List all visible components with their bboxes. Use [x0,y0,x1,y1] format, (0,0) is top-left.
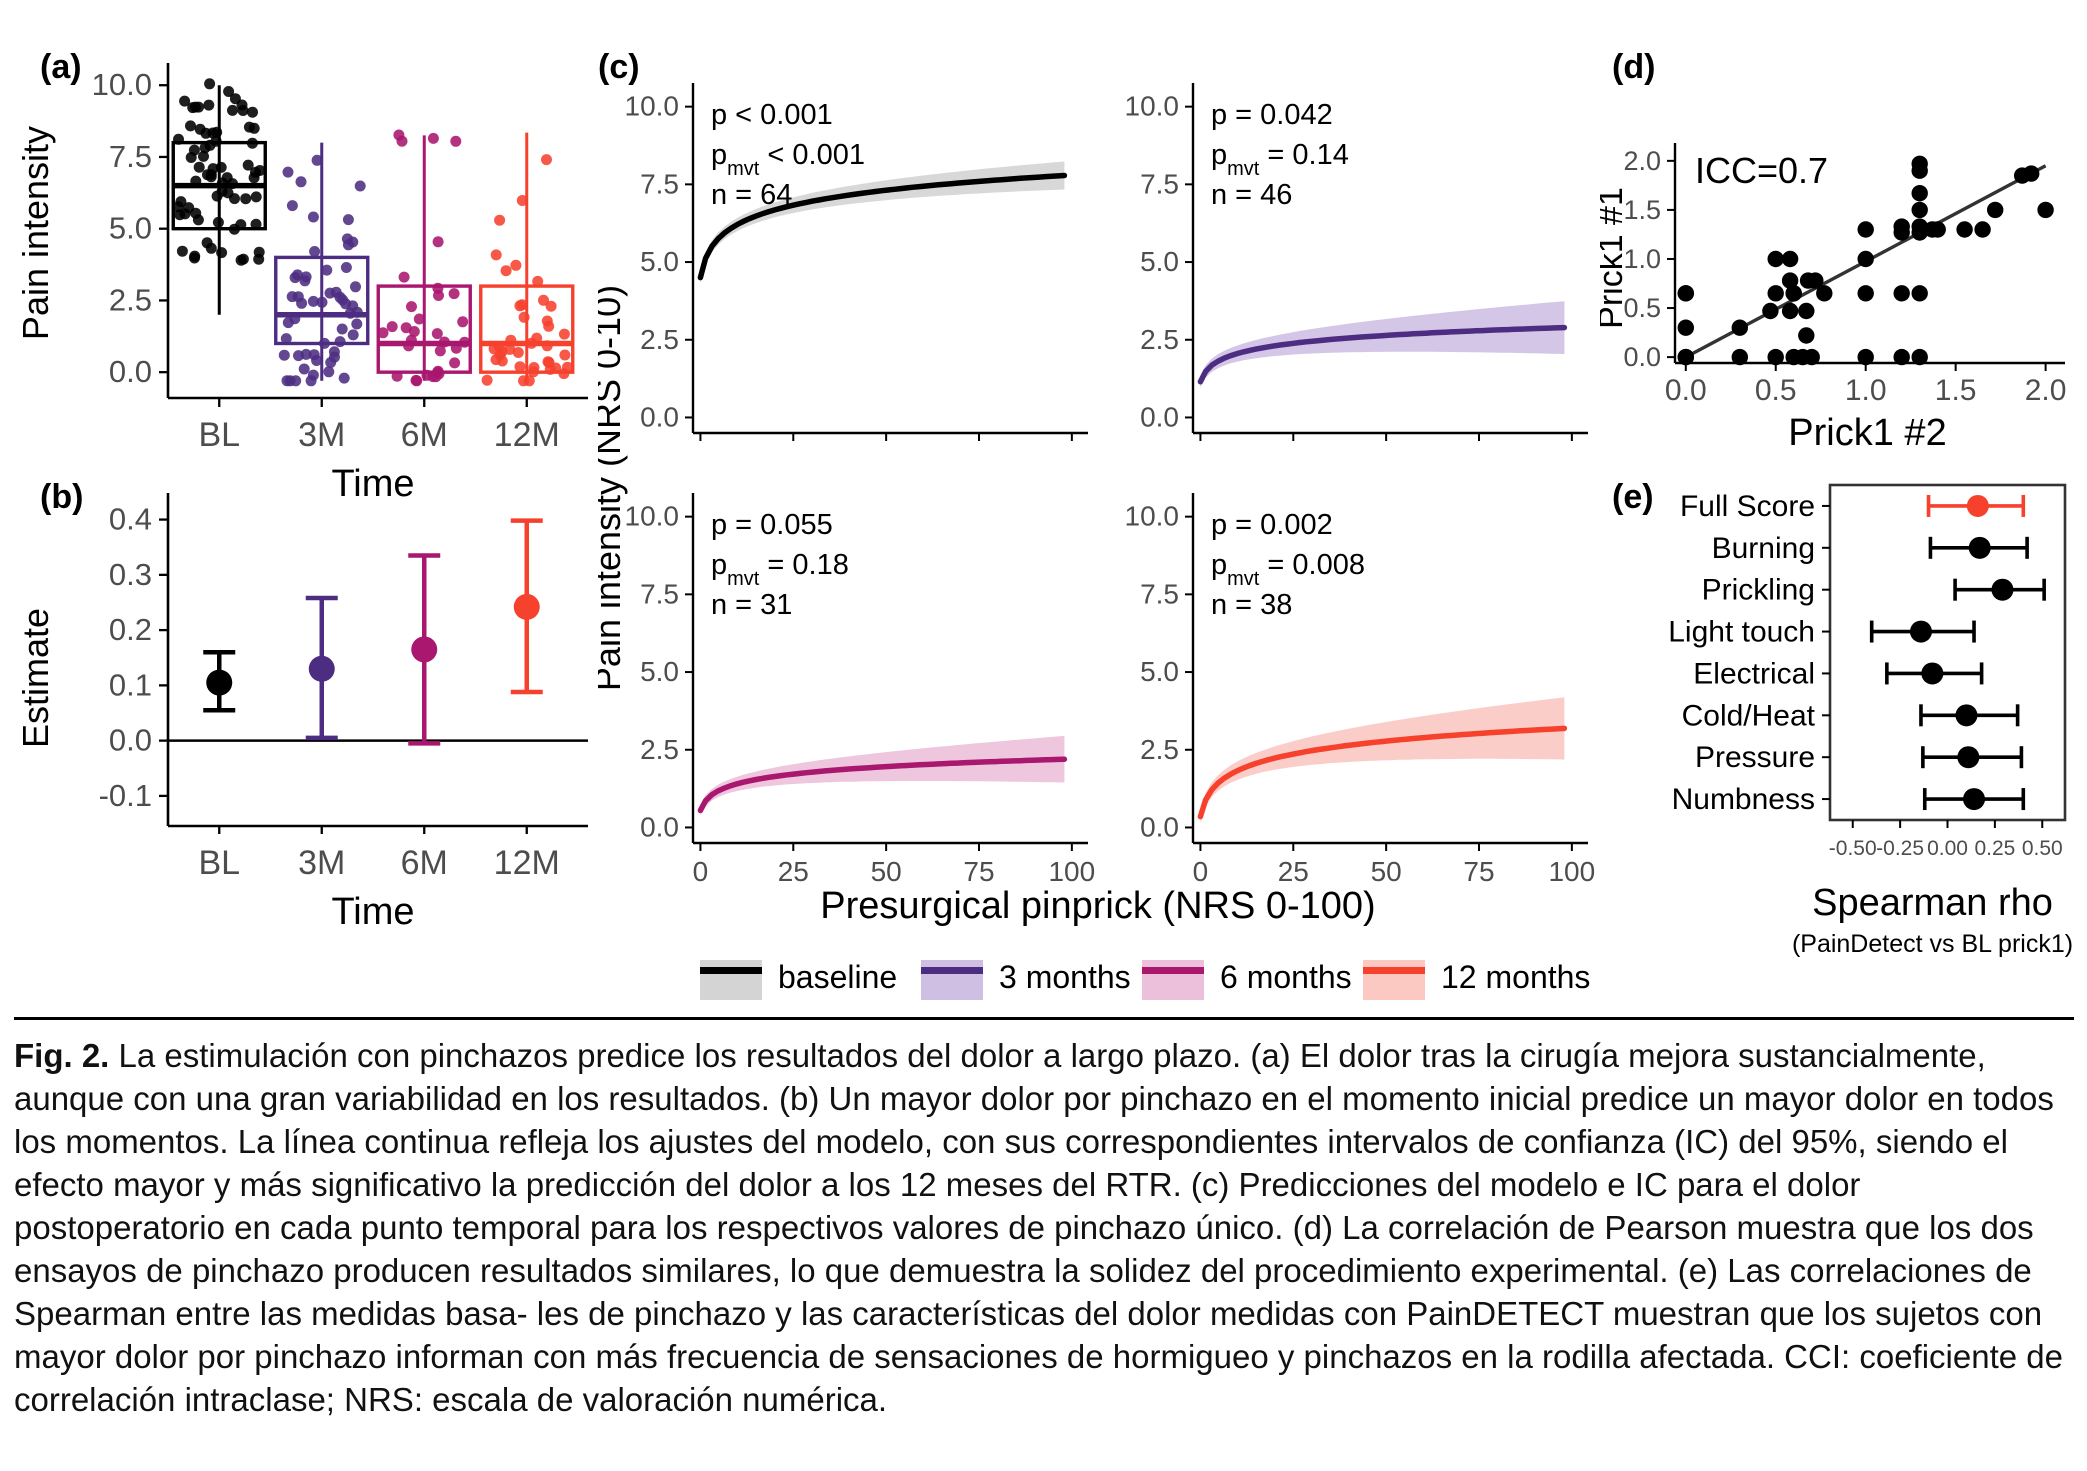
svg-text:Electrical: Electrical [1693,657,1815,690]
svg-text:10.0: 10.0 [625,501,680,532]
svg-text:Full Score: Full Score [1680,490,1815,523]
svg-text:BL: BL [198,416,240,454]
svg-text:5.0: 5.0 [1140,246,1179,277]
svg-text:Pain intensity (NRS 0-10): Pain intensity (NRS 0-10) [598,285,628,691]
svg-text:100: 100 [1048,856,1095,887]
svg-text:2.5: 2.5 [640,324,679,355]
svg-text:Prickling: Prickling [1702,574,1815,607]
svg-text:Time: Time [331,891,414,933]
svg-text:5.0: 5.0 [1140,656,1179,687]
svg-text:p = 0.042: p = 0.042 [1211,99,1333,131]
svg-text:1.0: 1.0 [1845,374,1887,407]
svg-text:Light touch: Light touch [1668,616,1815,649]
svg-text:0.0: 0.0 [1140,401,1179,432]
svg-text:0: 0 [1193,856,1209,887]
svg-text:75: 75 [1463,856,1494,887]
svg-text:2.0: 2.0 [2025,374,2067,407]
svg-text:p < 0.001: p < 0.001 [711,99,833,131]
svg-text:n = 64: n = 64 [711,179,792,211]
svg-text:p = 0.002: p = 0.002 [1211,509,1333,541]
svg-text:Pain intensity: Pain intensity [18,126,56,340]
svg-text:3M: 3M [298,844,345,882]
svg-text:100: 100 [1548,856,1595,887]
svg-text:pmvt = 0.008: pmvt = 0.008 [1211,549,1365,590]
svg-text:10.0: 10.0 [1125,501,1180,532]
svg-text:Estimate: Estimate [18,608,56,748]
svg-text:n = 38: n = 38 [1211,589,1292,621]
svg-text:0.0: 0.0 [1665,374,1707,407]
svg-text:Numbness: Numbness [1672,783,1815,816]
svg-text:0.0: 0.0 [109,723,152,758]
svg-text:0.0: 0.0 [1623,342,1661,372]
svg-text:10.0: 10.0 [92,67,152,102]
svg-text:0.0: 0.0 [1140,811,1179,842]
svg-text:0.5: 0.5 [1755,374,1797,407]
svg-text:ICC=0.7: ICC=0.7 [1695,150,1828,191]
svg-text:12M: 12M [494,844,560,882]
svg-text:2.5: 2.5 [640,734,679,765]
svg-text:pmvt = 0.18: pmvt = 0.18 [711,549,849,590]
svg-text:7.5: 7.5 [109,139,152,174]
svg-text:5.0: 5.0 [640,246,679,277]
svg-text:Spearman rho: Spearman rho [1812,882,2053,924]
svg-text:pmvt < 0.001: pmvt < 0.001 [711,139,865,180]
svg-text:50: 50 [1371,856,1402,887]
svg-text:Prick1 #2: Prick1 #2 [1788,412,1946,454]
svg-text:0.0: 0.0 [640,811,679,842]
svg-text:0.00: 0.00 [1927,837,1968,860]
svg-text:Presurgical pinprick (NRS 0-10: Presurgical pinprick (NRS 0-100) [820,885,1375,927]
svg-text:n = 31: n = 31 [711,589,792,621]
svg-text:25: 25 [778,856,809,887]
svg-text:5.0: 5.0 [640,656,679,687]
svg-text:5.0: 5.0 [109,211,152,246]
svg-text:BL: BL [198,844,240,882]
svg-text:pmvt = 0.14: pmvt = 0.14 [1211,139,1349,180]
svg-text:0.1: 0.1 [109,667,152,702]
svg-text:2.5: 2.5 [109,282,152,317]
svg-text:0.3: 0.3 [109,557,152,592]
svg-text:2.5: 2.5 [1140,734,1179,765]
svg-text:-0.1: -0.1 [99,778,152,813]
svg-text:0.0: 0.0 [640,401,679,432]
svg-text:Burning: Burning [1712,532,1815,565]
svg-text:0: 0 [693,856,709,887]
svg-text:-0.50: -0.50 [1829,837,1877,860]
svg-text:25: 25 [1278,856,1309,887]
svg-text:(PainDetect vs BL prick1): (PainDetect vs BL prick1) [1792,930,2073,958]
svg-text:Pressure: Pressure [1695,741,1815,774]
svg-text:10.0: 10.0 [1125,91,1180,122]
svg-text:6M: 6M [401,844,448,882]
svg-text:75: 75 [963,856,994,887]
svg-text:0.25: 0.25 [1974,837,2015,860]
svg-text:12M: 12M [494,416,560,454]
svg-text:p = 0.055: p = 0.055 [711,509,833,541]
svg-text:0.0: 0.0 [109,354,152,389]
svg-text:0.50: 0.50 [2022,837,2063,860]
svg-text:-0.25: -0.25 [1876,837,1924,860]
svg-text:7.5: 7.5 [1140,578,1179,609]
svg-text:0.2: 0.2 [109,612,152,647]
svg-text:7.5: 7.5 [640,578,679,609]
svg-text:3M: 3M [298,416,345,454]
svg-text:Cold/Heat: Cold/Heat [1682,699,1816,732]
svg-text:7.5: 7.5 [1140,168,1179,199]
svg-text:n = 46: n = 46 [1211,179,1292,211]
svg-text:7.5: 7.5 [640,168,679,199]
svg-text:2.0: 2.0 [1623,146,1661,176]
svg-text:1.5: 1.5 [1935,374,1977,407]
svg-text:10.0: 10.0 [625,91,680,122]
svg-text:50: 50 [871,856,902,887]
svg-text:Prick1 #1: Prick1 #1 [1600,187,1630,329]
svg-text:0.4: 0.4 [109,502,152,537]
svg-text:2.5: 2.5 [1140,324,1179,355]
svg-text:6M: 6M [401,416,448,454]
